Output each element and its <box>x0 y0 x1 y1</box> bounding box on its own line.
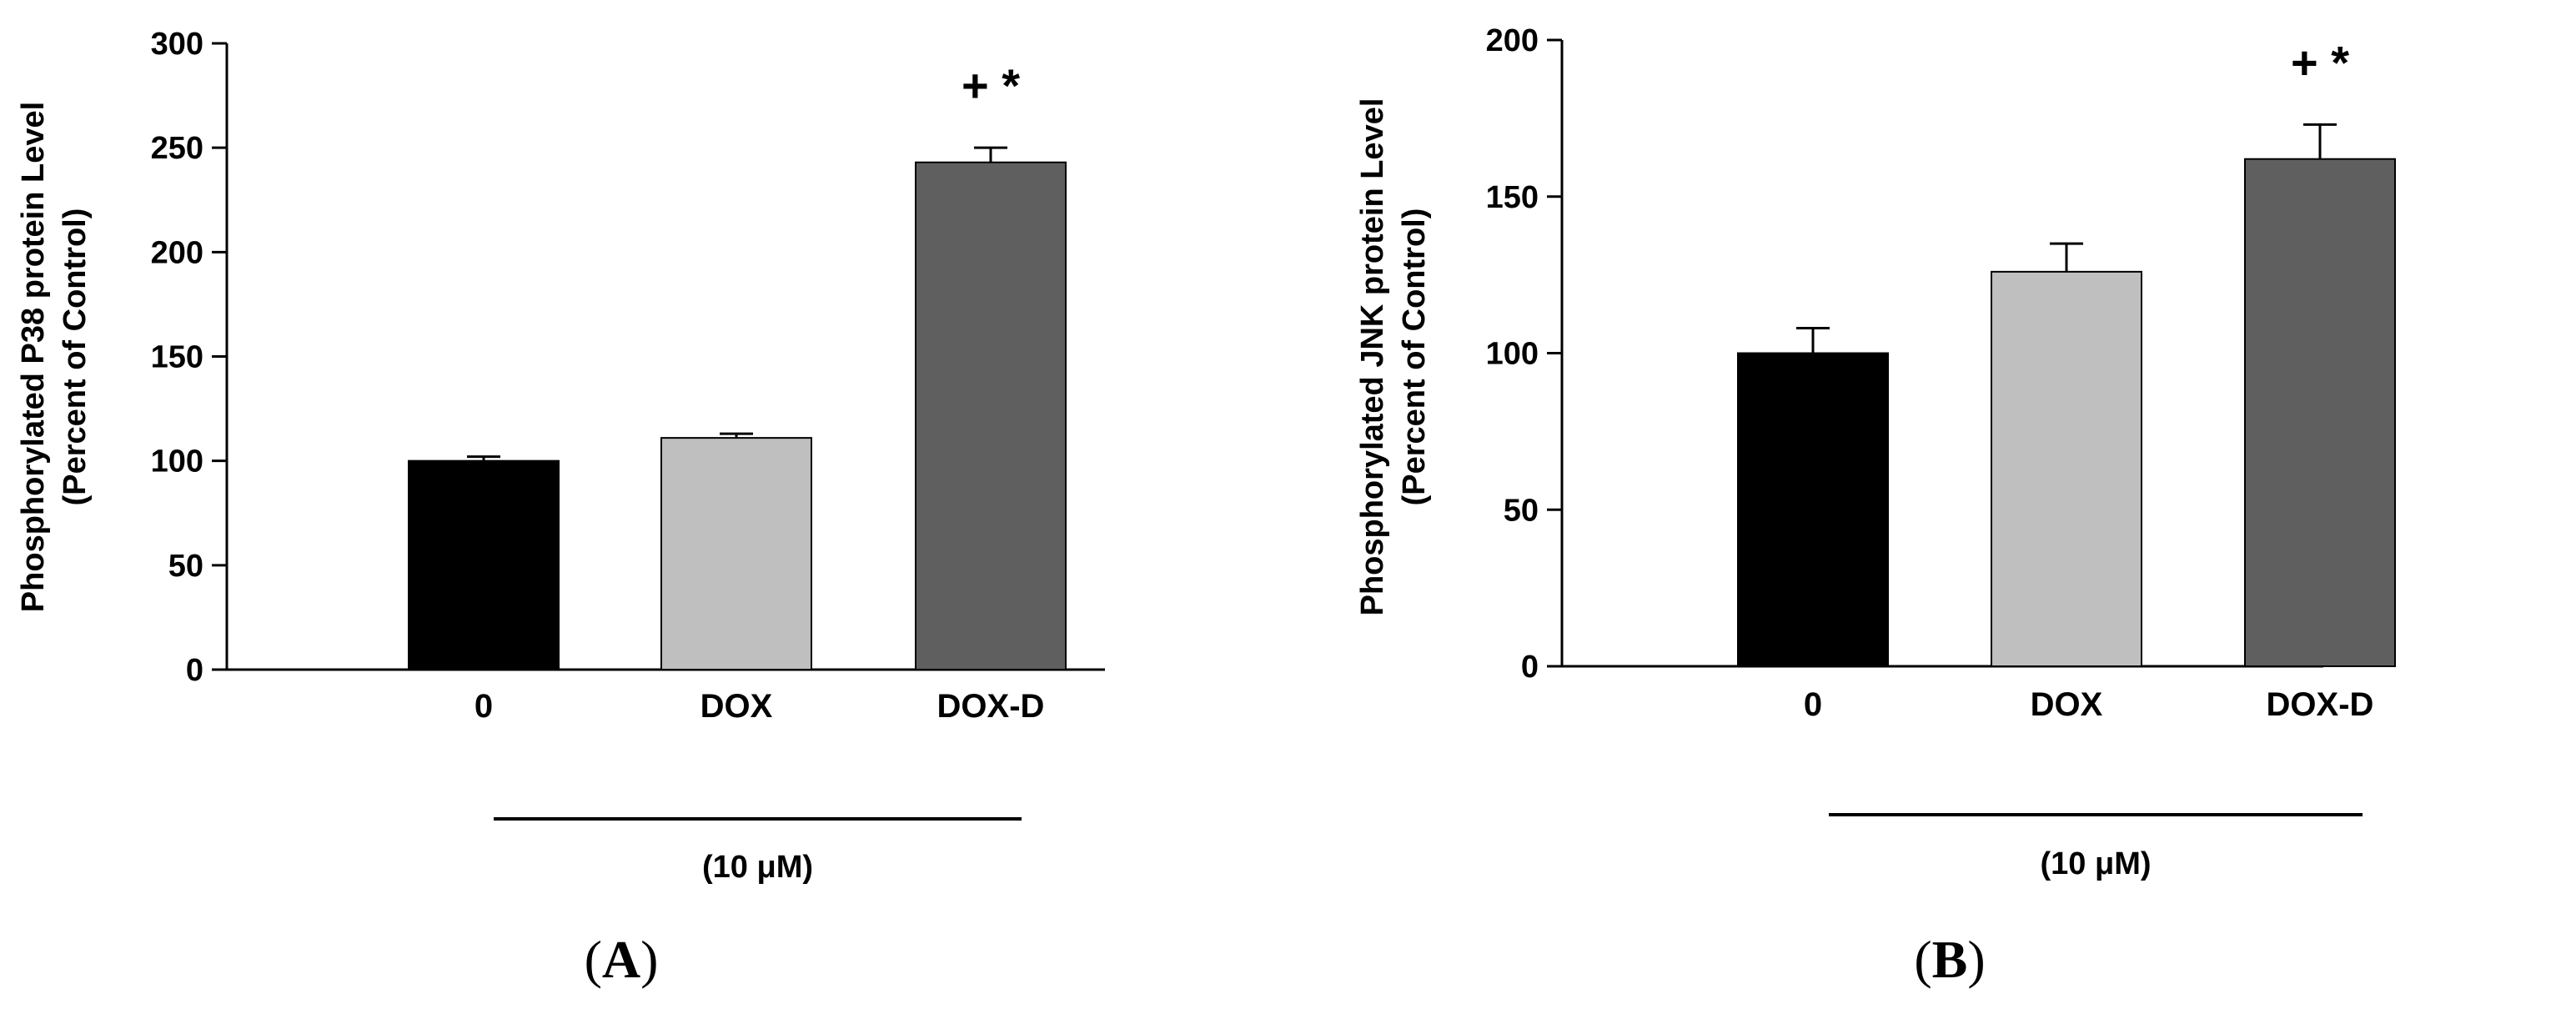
y-tick-label: 50 <box>168 549 203 584</box>
y-tick-label: 0 <box>1521 650 1539 685</box>
y-tick-label: 50 <box>1504 493 1539 528</box>
y-tick-label: 100 <box>151 444 203 479</box>
chart-panel-a: 0 50 100 150 200 250 300 Phosphorylated P38 pro… <box>16 27 1105 989</box>
panel-label: (A) <box>585 930 659 989</box>
significance-annotation: + * <box>2291 36 2349 88</box>
bar-dox-d <box>915 161 1067 670</box>
y-axis-label-line2: (Percent of Control) <box>1397 208 1432 506</box>
y-tick-label: 100 <box>1486 337 1539 372</box>
y-tick-label: 0 <box>186 653 203 688</box>
x-tick-label: DOX <box>700 688 773 725</box>
x-tick-label: DOX-D <box>2267 686 2374 723</box>
bar-0 <box>408 459 560 671</box>
bar-dox <box>1991 270 2142 667</box>
x-tick-label: DOX-D <box>937 688 1045 725</box>
concentration-label: (10 μM) <box>2040 846 2151 881</box>
significance-annotation: + * <box>962 59 1020 112</box>
y-axis-label-line2: (Percent of Control) <box>58 208 93 506</box>
y-axis-label-line1: Phosphorylated P38 protein Level <box>16 102 51 612</box>
chart-panel-b: 0 50 100 150 200 Phosphorylated JNK protein L… <box>1355 23 2396 989</box>
x-tick-label: 0 <box>1804 686 1822 723</box>
x-tick-label: DOX <box>2031 686 2103 723</box>
concentration-label: (10 μM) <box>702 850 813 885</box>
y-tick-label: 250 <box>151 131 203 166</box>
x-tick-label: 0 <box>475 688 493 725</box>
y-axis-label-line1: Phosphorylated JNK protein Level <box>1355 98 1390 616</box>
panel-label: (B) <box>1914 930 1985 989</box>
y-tick-label: 150 <box>151 340 203 375</box>
bar-0 <box>1737 352 1889 667</box>
y-tick-label: 200 <box>1486 23 1539 58</box>
y-tick-label: 300 <box>151 27 203 62</box>
y-tick-label: 150 <box>1486 180 1539 215</box>
bar-dox-d <box>2244 158 2396 667</box>
bar-dox <box>660 437 812 670</box>
y-tick-label: 200 <box>151 235 203 270</box>
